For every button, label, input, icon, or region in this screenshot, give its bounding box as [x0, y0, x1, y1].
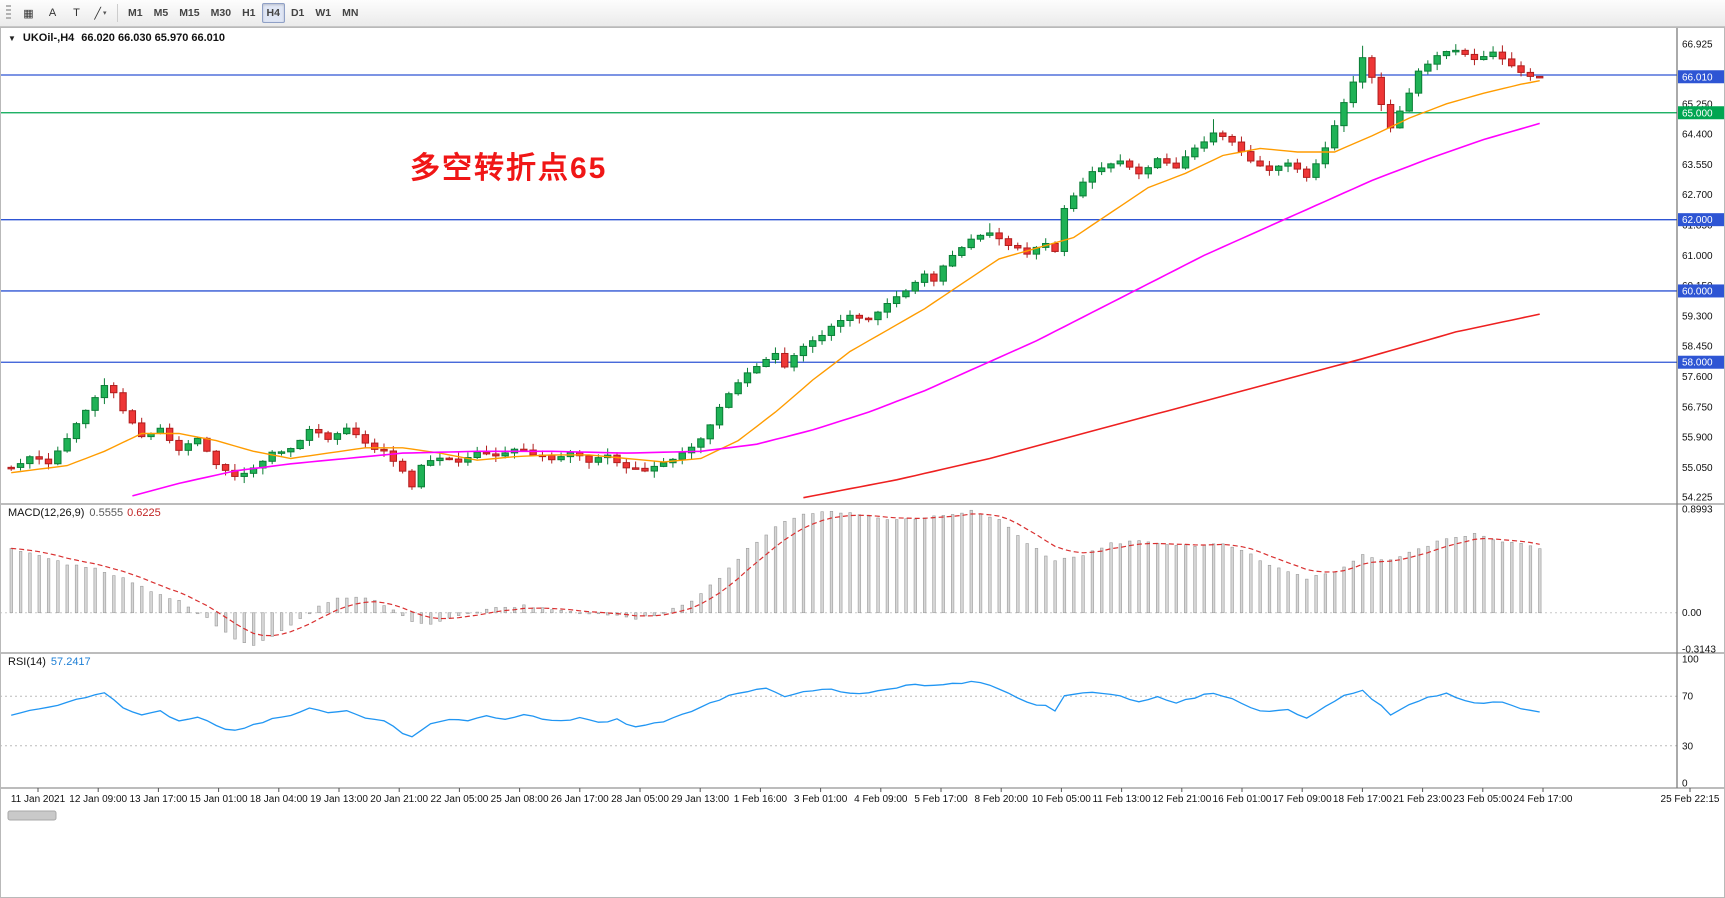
svg-text:23 Feb 05:00: 23 Feb 05:00: [1453, 794, 1512, 805]
svg-text:12 Jan 09:00: 12 Jan 09:00: [69, 794, 127, 805]
svg-text:24 Feb 17:00: 24 Feb 17:00: [1514, 794, 1573, 805]
svg-text:100: 100: [1682, 655, 1699, 666]
svg-text:0.8993: 0.8993: [1682, 505, 1713, 516]
macd-label: MACD(12,26,9) 0.5555 0.6225: [8, 507, 161, 519]
toolbar-separator: [117, 4, 118, 22]
svg-text:8 Feb 20:00: 8 Feb 20:00: [975, 794, 1029, 805]
timeframe-button-m1[interactable]: M1: [128, 7, 143, 19]
svg-text:5 Feb 17:00: 5 Feb 17:00: [914, 794, 968, 805]
timeframe-group: M1 M5 M15 M30 H1 H4 D1 W1 MN: [123, 3, 363, 23]
macd-title: MACD(12,26,9): [8, 507, 85, 519]
grid-icon[interactable]: ▦: [23, 7, 34, 20]
symbol-dropdown-icon[interactable]: ▼: [8, 33, 16, 43]
svg-text:0.00: 0.00: [1682, 608, 1702, 619]
svg-text:66.010: 66.010: [1682, 72, 1713, 83]
timeframe-button-d1[interactable]: D1: [290, 7, 305, 19]
svg-text:30: 30: [1682, 741, 1694, 752]
svg-text:10 Feb 05:00: 10 Feb 05:00: [1032, 794, 1091, 805]
line-tools-icon[interactable]: ╱ ▾: [94, 7, 107, 20]
chart-canvas[interactable]: 66.92565.25064.40063.55062.70061.85061.0…: [0, 27, 1725, 898]
tool-group: ▦ A T ╱ ▾: [17, 3, 112, 23]
svg-text:57.600: 57.600: [1682, 372, 1713, 383]
symbol-label: UKOil-,H4: [22, 32, 75, 44]
chart-area: 66.92565.25064.40063.55062.70061.85061.0…: [0, 27, 1725, 898]
svg-text:18 Feb 17:00: 18 Feb 17:00: [1333, 794, 1392, 805]
svg-text:25 Jan 08:00: 25 Jan 08:00: [491, 794, 549, 805]
svg-text:25 Feb 22:15: 25 Feb 22:15: [1661, 794, 1720, 805]
horizontal-lines[interactable]: [0, 74, 1677, 363]
svg-text:0: 0: [1682, 779, 1688, 790]
macd-value: 0.5555: [89, 507, 124, 519]
svg-text:60.000: 60.000: [1682, 286, 1713, 297]
svg-text:1 Feb 16:00: 1 Feb 16:00: [734, 794, 788, 805]
svg-text:56.750: 56.750: [1682, 402, 1713, 413]
svg-text:65.250: 65.250: [1682, 99, 1713, 110]
svg-text:16 Feb 01:00: 16 Feb 01:00: [1213, 794, 1272, 805]
svg-text:64.400: 64.400: [1682, 130, 1713, 141]
svg-text:-0.3143: -0.3143: [1682, 645, 1716, 656]
svg-text:65.000: 65.000: [1682, 108, 1713, 119]
chart-frame: [0, 27, 1725, 898]
toolbar-grip[interactable]: [6, 5, 11, 21]
text-tool-icon[interactable]: T: [73, 7, 80, 19]
svg-text:22 Jan 05:00: 22 Jan 05:00: [430, 794, 488, 805]
rsi-pane: [0, 680, 1677, 747]
pane-separators[interactable]: [0, 503, 1725, 789]
svg-text:18 Jan 04:00: 18 Jan 04:00: [250, 794, 308, 805]
timeframe-button-m15[interactable]: M15: [179, 7, 200, 19]
svg-text:12 Feb 21:00: 12 Feb 21:00: [1152, 794, 1211, 805]
svg-text:55.900: 55.900: [1682, 433, 1713, 444]
svg-text:63.550: 63.550: [1682, 160, 1713, 171]
svg-text:55.050: 55.050: [1682, 463, 1713, 474]
svg-text:61.000: 61.000: [1682, 251, 1713, 262]
svg-text:20 Jan 21:00: 20 Jan 21:00: [370, 794, 428, 805]
svg-text:11 Feb 13:00: 11 Feb 13:00: [1092, 794, 1151, 805]
svg-text:62.000: 62.000: [1682, 215, 1713, 226]
rsi-label: RSI(14) 57.2417: [8, 656, 91, 668]
svg-text:70: 70: [1682, 692, 1694, 703]
svg-text:13 Jan 17:00: 13 Jan 17:00: [129, 794, 187, 805]
svg-text:58.450: 58.450: [1682, 342, 1713, 353]
svg-text:11 Jan 2021: 11 Jan 2021: [11, 794, 66, 805]
time-axis[interactable]: 11 Jan 2021 12 Jan 09:00 13 Jan 17:00 15 Ja…: [11, 788, 1720, 805]
chevron-down-icon: ▾: [103, 10, 107, 17]
rsi-title: RSI(14): [8, 656, 46, 668]
rsi-value: 57.2417: [50, 656, 91, 668]
svg-text:29 Jan 13:00: 29 Jan 13:00: [671, 794, 729, 805]
svg-text:21 Feb 23:00: 21 Feb 23:00: [1393, 794, 1452, 805]
svg-text:28 Jan 05:00: 28 Jan 05:00: [611, 794, 669, 805]
macd-signal-value: 0.6225: [127, 507, 161, 519]
toolbar: ▦ A T ╱ ▾ M1 M5 M15 M30 H1 H4 D1 W1 MN: [0, 0, 1725, 27]
svg-text:19 Jan 13:00: 19 Jan 13:00: [310, 794, 368, 805]
timeframe-button-w1[interactable]: W1: [315, 7, 332, 19]
moving-averages: [11, 80, 1540, 499]
timeframe-button-m30[interactable]: M30: [210, 7, 232, 19]
ohlc-values: 66.020 66.030 65.970 66.010: [81, 32, 226, 44]
macd-pane: [0, 509, 1677, 646]
svg-text:66.925: 66.925: [1682, 40, 1713, 51]
svg-text:26 Jan 17:00: 26 Jan 17:00: [551, 794, 609, 805]
timeframe-button-h1[interactable]: H1: [242, 7, 256, 19]
svg-text:62.700: 62.700: [1682, 190, 1713, 201]
chart-header: ▼ UKOil-,H4 66.020 66.030 65.970 66.010: [8, 32, 225, 44]
price-axis[interactable]: 66.92565.25064.40063.55062.70061.85061.0…: [1676, 27, 1724, 790]
timeframe-button-h4[interactable]: H4: [261, 3, 285, 23]
chart-scrollbar-thumb[interactable]: [7, 810, 57, 821]
price-annotation: 多空转折点65: [410, 152, 608, 185]
candlestick-series: [7, 44, 1544, 490]
svg-text:59.300: 59.300: [1682, 311, 1713, 322]
timeframe-button-m5[interactable]: M5: [153, 7, 169, 19]
svg-text:4 Feb 09:00: 4 Feb 09:00: [854, 794, 908, 805]
timeframe-button-mn[interactable]: MN: [342, 7, 359, 19]
svg-text:17 Feb 09:00: 17 Feb 09:00: [1273, 794, 1332, 805]
svg-text:54.225: 54.225: [1682, 492, 1713, 503]
svg-text:15 Jan 01:00: 15 Jan 01:00: [190, 794, 248, 805]
svg-text:3 Feb 01:00: 3 Feb 01:00: [794, 794, 848, 805]
text-label-icon[interactable]: A: [48, 7, 57, 19]
svg-text:58.000: 58.000: [1682, 358, 1713, 369]
